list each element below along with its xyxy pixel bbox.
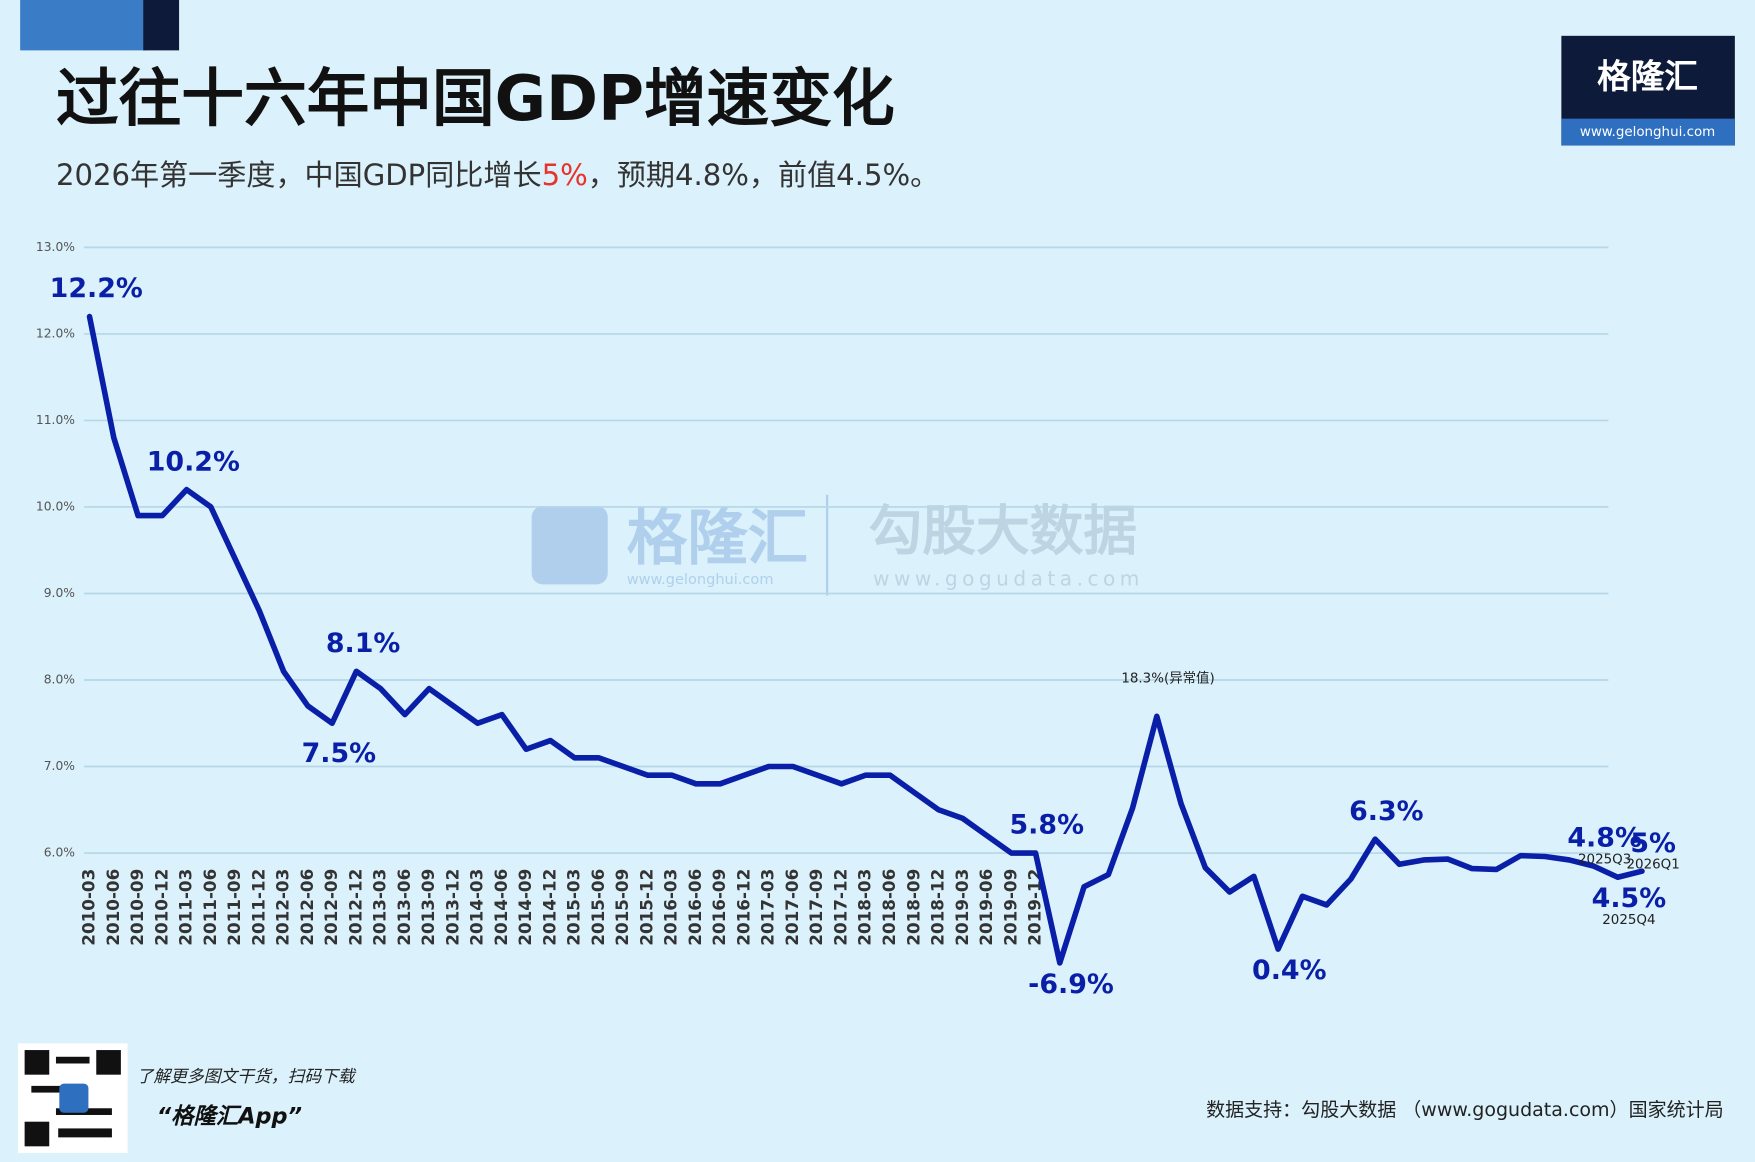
x-tick-label: 2018-03 xyxy=(855,869,875,946)
annotation: 5% xyxy=(1630,828,1676,859)
annotation: 0.4% xyxy=(1252,955,1327,986)
x-tick-label: 2011-06 xyxy=(200,869,220,946)
x-tick-label: 2015-03 xyxy=(564,869,584,946)
x-tick-label: 2014-03 xyxy=(467,869,487,946)
logo-strip xyxy=(1561,118,1735,146)
x-tick-label: 2011-12 xyxy=(248,869,268,946)
x-tick-label: 2012-06 xyxy=(297,869,317,946)
y-tick-label: 13.0% xyxy=(36,240,75,254)
source: 数据支持：勾股大数据 （www.gogudata.com）国家统计局 xyxy=(1206,1099,1724,1121)
annotation: 5.8% xyxy=(1009,810,1084,841)
x-tick-label: 2010-12 xyxy=(151,869,171,946)
x-tick-label: 2015-12 xyxy=(636,869,656,946)
watermark-brand: 格隆汇 xyxy=(627,503,808,573)
x-tick-label: 2012-09 xyxy=(321,869,341,946)
x-tick-label: 2019-06 xyxy=(976,869,996,946)
qr-pattern xyxy=(24,1050,121,1147)
annotation: 18.3%(异常值) xyxy=(1121,670,1214,686)
x-tick-label: 2017-03 xyxy=(758,869,778,946)
x-tick-label: 2015-06 xyxy=(588,869,608,946)
x-tick-label: 2010-06 xyxy=(103,869,123,946)
x-tick-label: 2019-12 xyxy=(1025,869,1045,946)
x-tick-label: 2016-06 xyxy=(685,869,705,946)
header-bar xyxy=(20,0,146,51)
x-tick-label: 2011-09 xyxy=(224,869,244,946)
qr-finder xyxy=(24,1050,50,1075)
data-label: 8.1% xyxy=(326,628,401,659)
watermark-data-url: www.gogudata.com xyxy=(873,566,1144,590)
x-tick-label: 2018-09 xyxy=(903,869,923,946)
qr-dots xyxy=(55,1056,90,1064)
qr-logo xyxy=(59,1083,89,1113)
annotation-sub: 2025Q3 xyxy=(1578,852,1631,867)
y-tick-label: 10.0% xyxy=(36,499,75,513)
x-tick-label: 2010-03 xyxy=(79,869,99,946)
y-tick-label: 8.0% xyxy=(44,672,75,686)
header-bar-dark xyxy=(143,0,180,51)
annotation-sub: 2026Q1 xyxy=(1627,857,1680,872)
x-tick-label: 2014-06 xyxy=(491,869,511,946)
subtitle-part: 2026年第一季度，中国GDP同比增长 xyxy=(56,158,542,192)
watermark-divider xyxy=(826,494,829,596)
x-tick-label: 2019-03 xyxy=(952,869,972,946)
watermark-brand-url: www.gelonghui.com xyxy=(627,571,774,588)
x-tick-label: 2017-12 xyxy=(830,869,850,946)
subtitle: 2026年第一季度，中国GDP同比增长5%，预期4.8%，前值4.5%。 xyxy=(56,158,939,192)
watermark-icon xyxy=(531,505,608,585)
x-tick-label: 2014-12 xyxy=(539,869,559,946)
x-tick-label: 2012-03 xyxy=(273,869,293,946)
logo-url: www.gelonghui.com xyxy=(1580,125,1715,140)
watermark: 格隆汇 www.gelonghui.com 勾股大数据 www.gogudata… xyxy=(531,494,1144,596)
x-tick-label: 2013-09 xyxy=(418,869,438,946)
qr-caption: 了解更多图文干货，扫码下载 xyxy=(137,1066,357,1086)
annotation: 4.5% xyxy=(1592,883,1667,914)
data-label: 7.5% xyxy=(302,738,377,769)
qr-finder xyxy=(24,1121,50,1147)
y-tick-label: 11.0% xyxy=(36,413,75,427)
data-label: 10.2% xyxy=(147,446,240,477)
subtitle-part: ，预期4.8%，前值4.5%。 xyxy=(588,158,939,192)
x-tick-label: 2018-06 xyxy=(879,869,899,946)
x-tick-label: 2016-12 xyxy=(733,869,753,946)
x-tick-label: 2017-09 xyxy=(806,869,826,946)
x-tick-label: 2012-12 xyxy=(345,869,365,946)
x-tick-label: 2019-09 xyxy=(1000,869,1020,946)
x-tick-label: 2014-09 xyxy=(515,869,535,946)
y-tick-label: 6.0% xyxy=(44,846,75,860)
x-tick-label: 2016-09 xyxy=(709,869,729,946)
x-tick-label: 2013-03 xyxy=(370,869,390,946)
watermark-data-brand: 勾股大数据 xyxy=(869,500,1138,563)
qr-dots xyxy=(31,1085,77,1093)
annotation: 4.8% xyxy=(1567,823,1642,854)
x-tick-label: 2010-09 xyxy=(127,869,147,946)
x-tick-label: 2011-03 xyxy=(176,869,196,946)
subtitle-highlight: 5% xyxy=(542,158,588,192)
chart-title: 过往十六年中国GDP增速变化 xyxy=(56,62,895,135)
x-tick-label: 2015-09 xyxy=(612,869,632,946)
annotation: -6.9% xyxy=(1028,969,1114,1000)
app-name: “格隆汇App” xyxy=(157,1104,302,1130)
annotation-sub: 2025Q4 xyxy=(1602,913,1655,928)
x-tick-label: 2018-12 xyxy=(928,869,948,946)
x-tick-label: 2013-06 xyxy=(394,869,414,946)
data-line xyxy=(86,313,1645,966)
y-tick-label: 7.0% xyxy=(44,759,75,773)
x-tick-label: 2013-12 xyxy=(442,869,462,946)
y-tick-label: 12.0% xyxy=(36,326,75,340)
qr-dots xyxy=(58,1128,112,1138)
logo: 格隆汇 xyxy=(1597,57,1698,96)
x-tick-label: 2017-06 xyxy=(782,869,802,946)
qr-finder xyxy=(96,1050,121,1075)
y-tick-label: 9.0% xyxy=(44,586,75,600)
x-tick-label: 2016-03 xyxy=(661,869,681,946)
data-label: 12.2% xyxy=(50,273,143,304)
annotation: 6.3% xyxy=(1349,796,1424,827)
